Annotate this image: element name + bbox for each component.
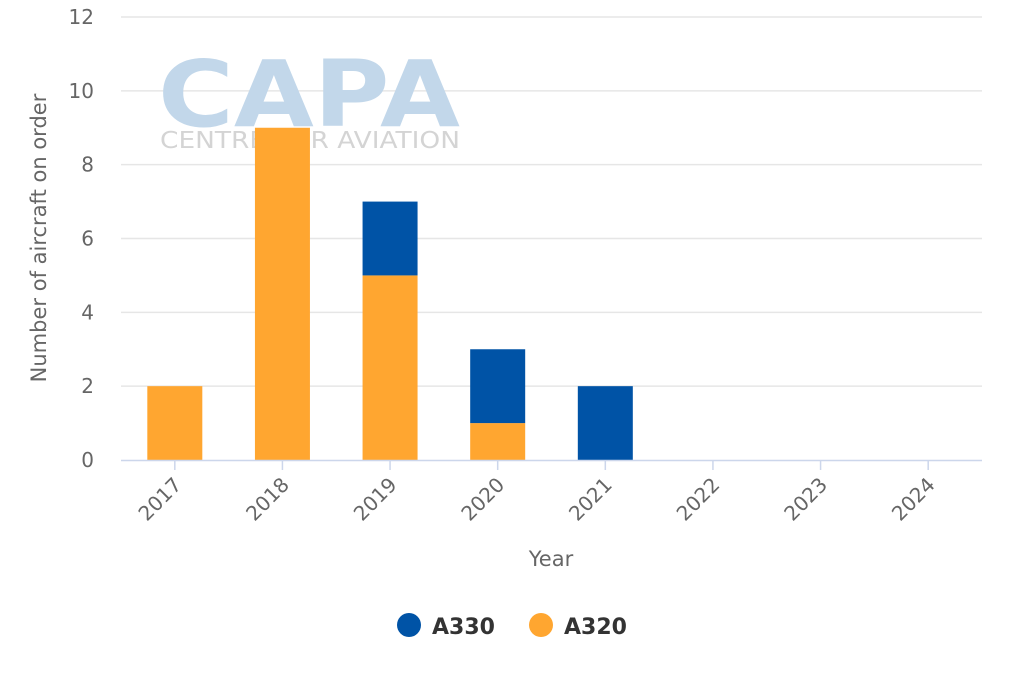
bar-a330-2019	[362, 201, 418, 276]
y-tick-label: 0	[81, 448, 94, 472]
y-tick-label: 2	[81, 374, 94, 398]
y-tick-label: 12	[69, 5, 94, 29]
x-tick-label: 2020	[456, 473, 509, 526]
x-axis-title: Year	[528, 547, 574, 571]
y-tick-label: 10	[69, 79, 94, 103]
bar-a320-2017	[147, 386, 203, 460]
y-tick-label: 6	[81, 227, 94, 251]
bar-a320-2018	[254, 127, 310, 460]
legend-label-a330: A330	[432, 615, 495, 640]
bar-a320-2019	[362, 275, 418, 460]
x-tick-label: 2021	[564, 473, 617, 526]
x-tick-label: 2024	[887, 473, 940, 526]
x-axis: 2017 2018 2019 2020 2021 2022 2023 2024	[121, 459, 982, 526]
legend-label-a320: A320	[564, 615, 627, 640]
bar-a320-2020	[470, 423, 526, 460]
legend: A330 A320	[397, 613, 627, 640]
y-tick-label: 8	[81, 153, 94, 177]
y-axis-title: Number of aircraft on order	[27, 93, 51, 382]
x-tick-label: 2018	[241, 473, 294, 526]
bars	[147, 127, 633, 460]
legend-marker-a330	[397, 613, 421, 637]
y-tick-label: 4	[81, 300, 94, 324]
y-axis: 0 2 4 6 8 10 12	[69, 5, 94, 472]
x-tick-label: 2019	[349, 473, 402, 526]
x-tick-label: 2023	[779, 473, 832, 526]
watermark-tagline: CENTRE FOR AVIATION	[160, 128, 460, 154]
bar-a330-2021	[577, 386, 633, 460]
x-tick-label: 2022	[672, 473, 725, 526]
legend-marker-a320	[529, 613, 553, 637]
x-tick-label: 2017	[133, 473, 186, 526]
bar-a330-2020	[470, 349, 526, 424]
